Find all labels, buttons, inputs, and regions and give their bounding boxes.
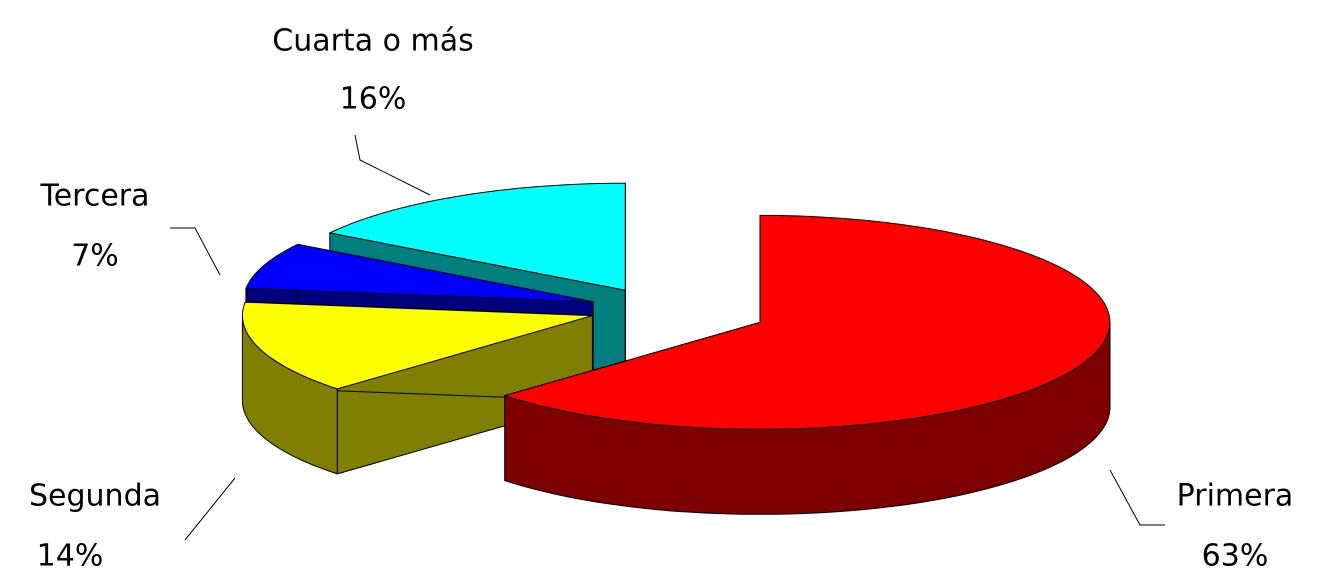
value-label: 16% — [340, 82, 407, 117]
leader-line — [1109, 469, 1165, 526]
leader-line — [354, 134, 431, 196]
slice — [504, 214, 1111, 430]
value-label: 63% — [1202, 539, 1269, 574]
value-label: 14% — [37, 539, 104, 574]
slice-label: Tercera — [39, 179, 149, 214]
slice — [329, 182, 626, 291]
slice-label: Cuarta o más — [272, 24, 474, 59]
value-label: 7% — [71, 239, 119, 274]
slice — [245, 243, 594, 303]
leader-line — [184, 477, 236, 541]
slice-label: Primera — [1177, 479, 1294, 514]
slice — [241, 301, 593, 390]
slice-label: Segunda — [29, 479, 161, 514]
leader-line — [170, 227, 221, 276]
